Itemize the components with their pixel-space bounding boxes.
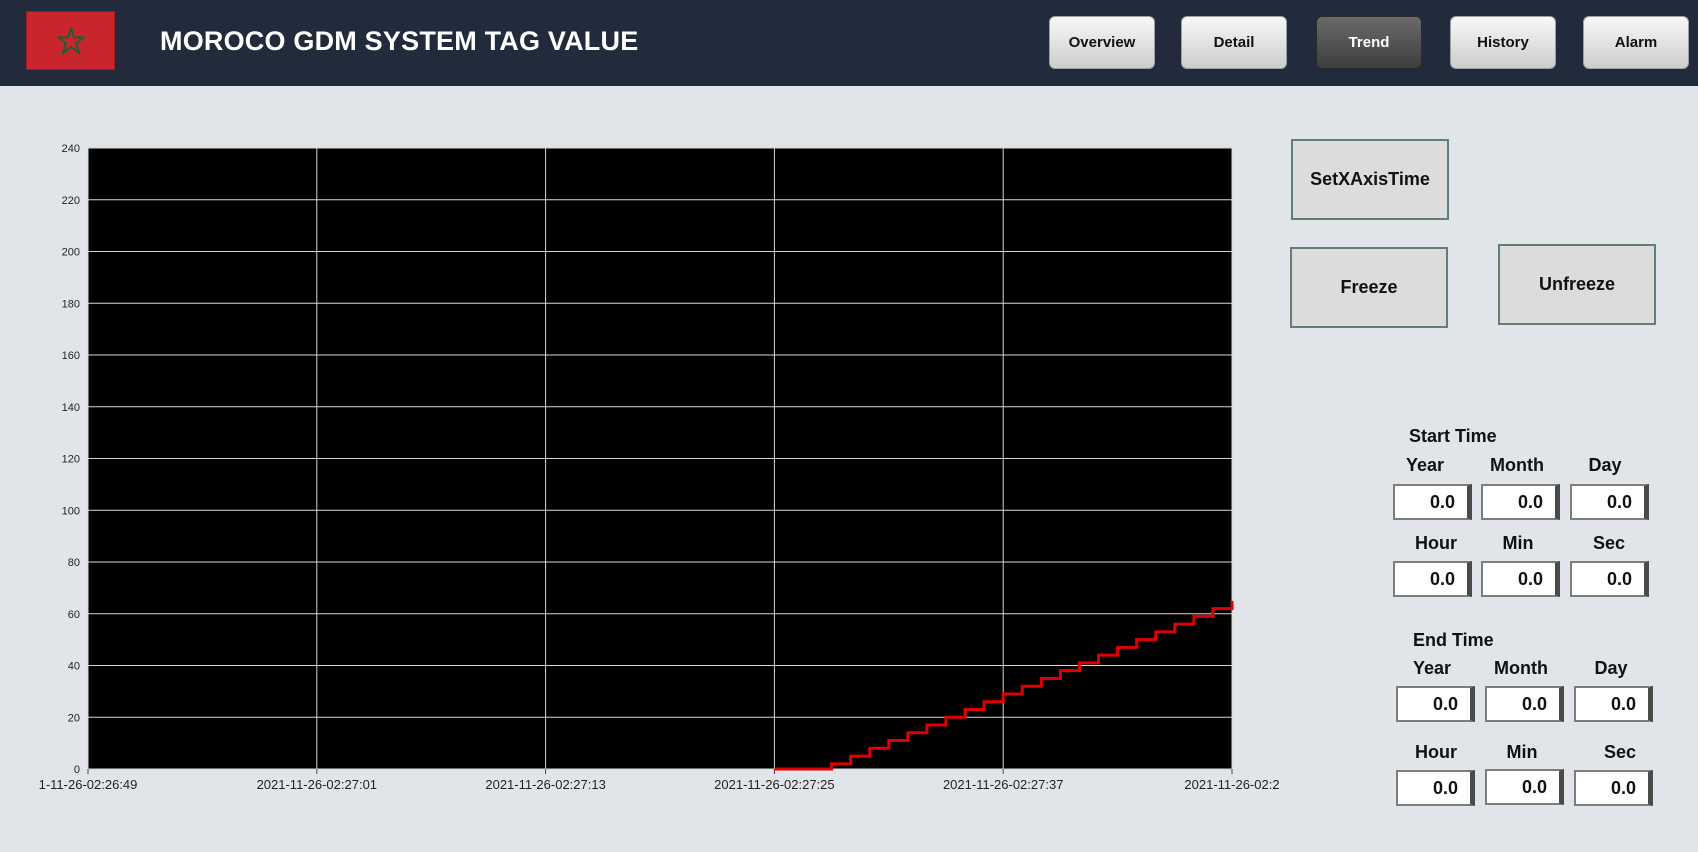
x-tick-label: 2021-11-26-02:27:37	[943, 777, 1063, 792]
start-min-input[interactable]	[1481, 561, 1560, 597]
start-year-label: Year	[1405, 455, 1445, 475]
y-tick-label: 60	[68, 609, 80, 621]
start-hour-label: Hour	[1415, 533, 1457, 553]
nav-alarm-button[interactable]: Alarm	[1583, 16, 1689, 69]
y-tick-label: 200	[62, 247, 80, 259]
nav-history-button[interactable]: History	[1450, 16, 1556, 69]
start-month-input[interactable]	[1481, 484, 1560, 520]
start-day-label: Day	[1588, 455, 1622, 475]
end-month-input[interactable]	[1485, 686, 1564, 722]
start-time-label: Start Time	[1409, 426, 1497, 446]
y-tick-label: 0	[74, 764, 80, 776]
end-year-input[interactable]	[1396, 686, 1475, 722]
nav-overview-button[interactable]: Overview	[1049, 16, 1155, 69]
y-tick-label: 120	[62, 454, 80, 466]
end-sec-input[interactable]	[1574, 770, 1653, 806]
unfreeze-button[interactable]: Unfreeze	[1498, 244, 1656, 325]
freeze-button[interactable]: Freeze	[1290, 247, 1448, 328]
series-line	[774, 600, 1234, 771]
y-tick-label: 20	[68, 712, 80, 724]
y-tick-label: 40	[68, 661, 80, 673]
nav-trend-button[interactable]: Trend	[1316, 16, 1422, 69]
end-hour-label: Hour	[1415, 742, 1457, 762]
page-title: MOROCO GDM SYSTEM TAG VALUE	[160, 26, 639, 56]
y-tick-label: 180	[62, 298, 80, 310]
y-tick-label: 160	[62, 350, 80, 362]
trend-chart: 0 20 40 60 80 100 120 140 160 180 200 220 240 1-11-26…	[0, 86, 1290, 852]
morocco-flag-logo	[26, 11, 115, 70]
trend-chart-svg: 0 20 40 60 80 100 120 140 160 180 200 220 240 1-11-26…	[39, 143, 1280, 792]
start-sec-label: Sec	[1592, 533, 1626, 553]
y-tick-label: 220	[62, 195, 80, 207]
x-tick-label: 2021-11-26-02:2	[1184, 777, 1279, 792]
x-tick-label: 2021-11-26-02:27:13	[485, 777, 605, 792]
x-tick-label: 1-11-26-02:26:49	[39, 777, 138, 792]
y-tick-label: 140	[62, 402, 80, 414]
y-tick-label: 100	[62, 505, 80, 517]
start-hour-input[interactable]	[1393, 561, 1472, 597]
start-min-label: Min	[1502, 533, 1534, 553]
end-sec-label: Sec	[1603, 742, 1637, 762]
start-day-input[interactable]	[1570, 484, 1649, 520]
nav-detail-button[interactable]: Detail	[1181, 16, 1287, 69]
pentagram-star-icon	[57, 27, 85, 55]
end-hour-input[interactable]	[1396, 770, 1475, 806]
x-tick-label: 2021-11-26-02:27:01	[257, 777, 377, 792]
y-tick-label: 80	[68, 557, 80, 569]
set-x-axis-time-button[interactable]: SetXAxisTime	[1291, 139, 1449, 220]
end-month-label: Month	[1494, 658, 1548, 678]
end-day-input[interactable]	[1574, 686, 1653, 722]
x-tick-label: 2021-11-26-02:27:25	[714, 777, 834, 792]
end-min-label: Min	[1506, 742, 1538, 762]
start-year-input[interactable]	[1393, 484, 1472, 520]
end-day-label: Day	[1594, 658, 1628, 678]
end-year-label: Year	[1412, 658, 1452, 678]
top-bar: MOROCO GDM SYSTEM TAG VALUE Overview Det…	[0, 0, 1698, 86]
end-time-label: End Time	[1413, 630, 1494, 650]
start-sec-input[interactable]	[1570, 561, 1649, 597]
end-min-input[interactable]	[1485, 769, 1564, 805]
start-month-label: Month	[1490, 455, 1544, 475]
y-tick-label: 240	[62, 143, 80, 155]
